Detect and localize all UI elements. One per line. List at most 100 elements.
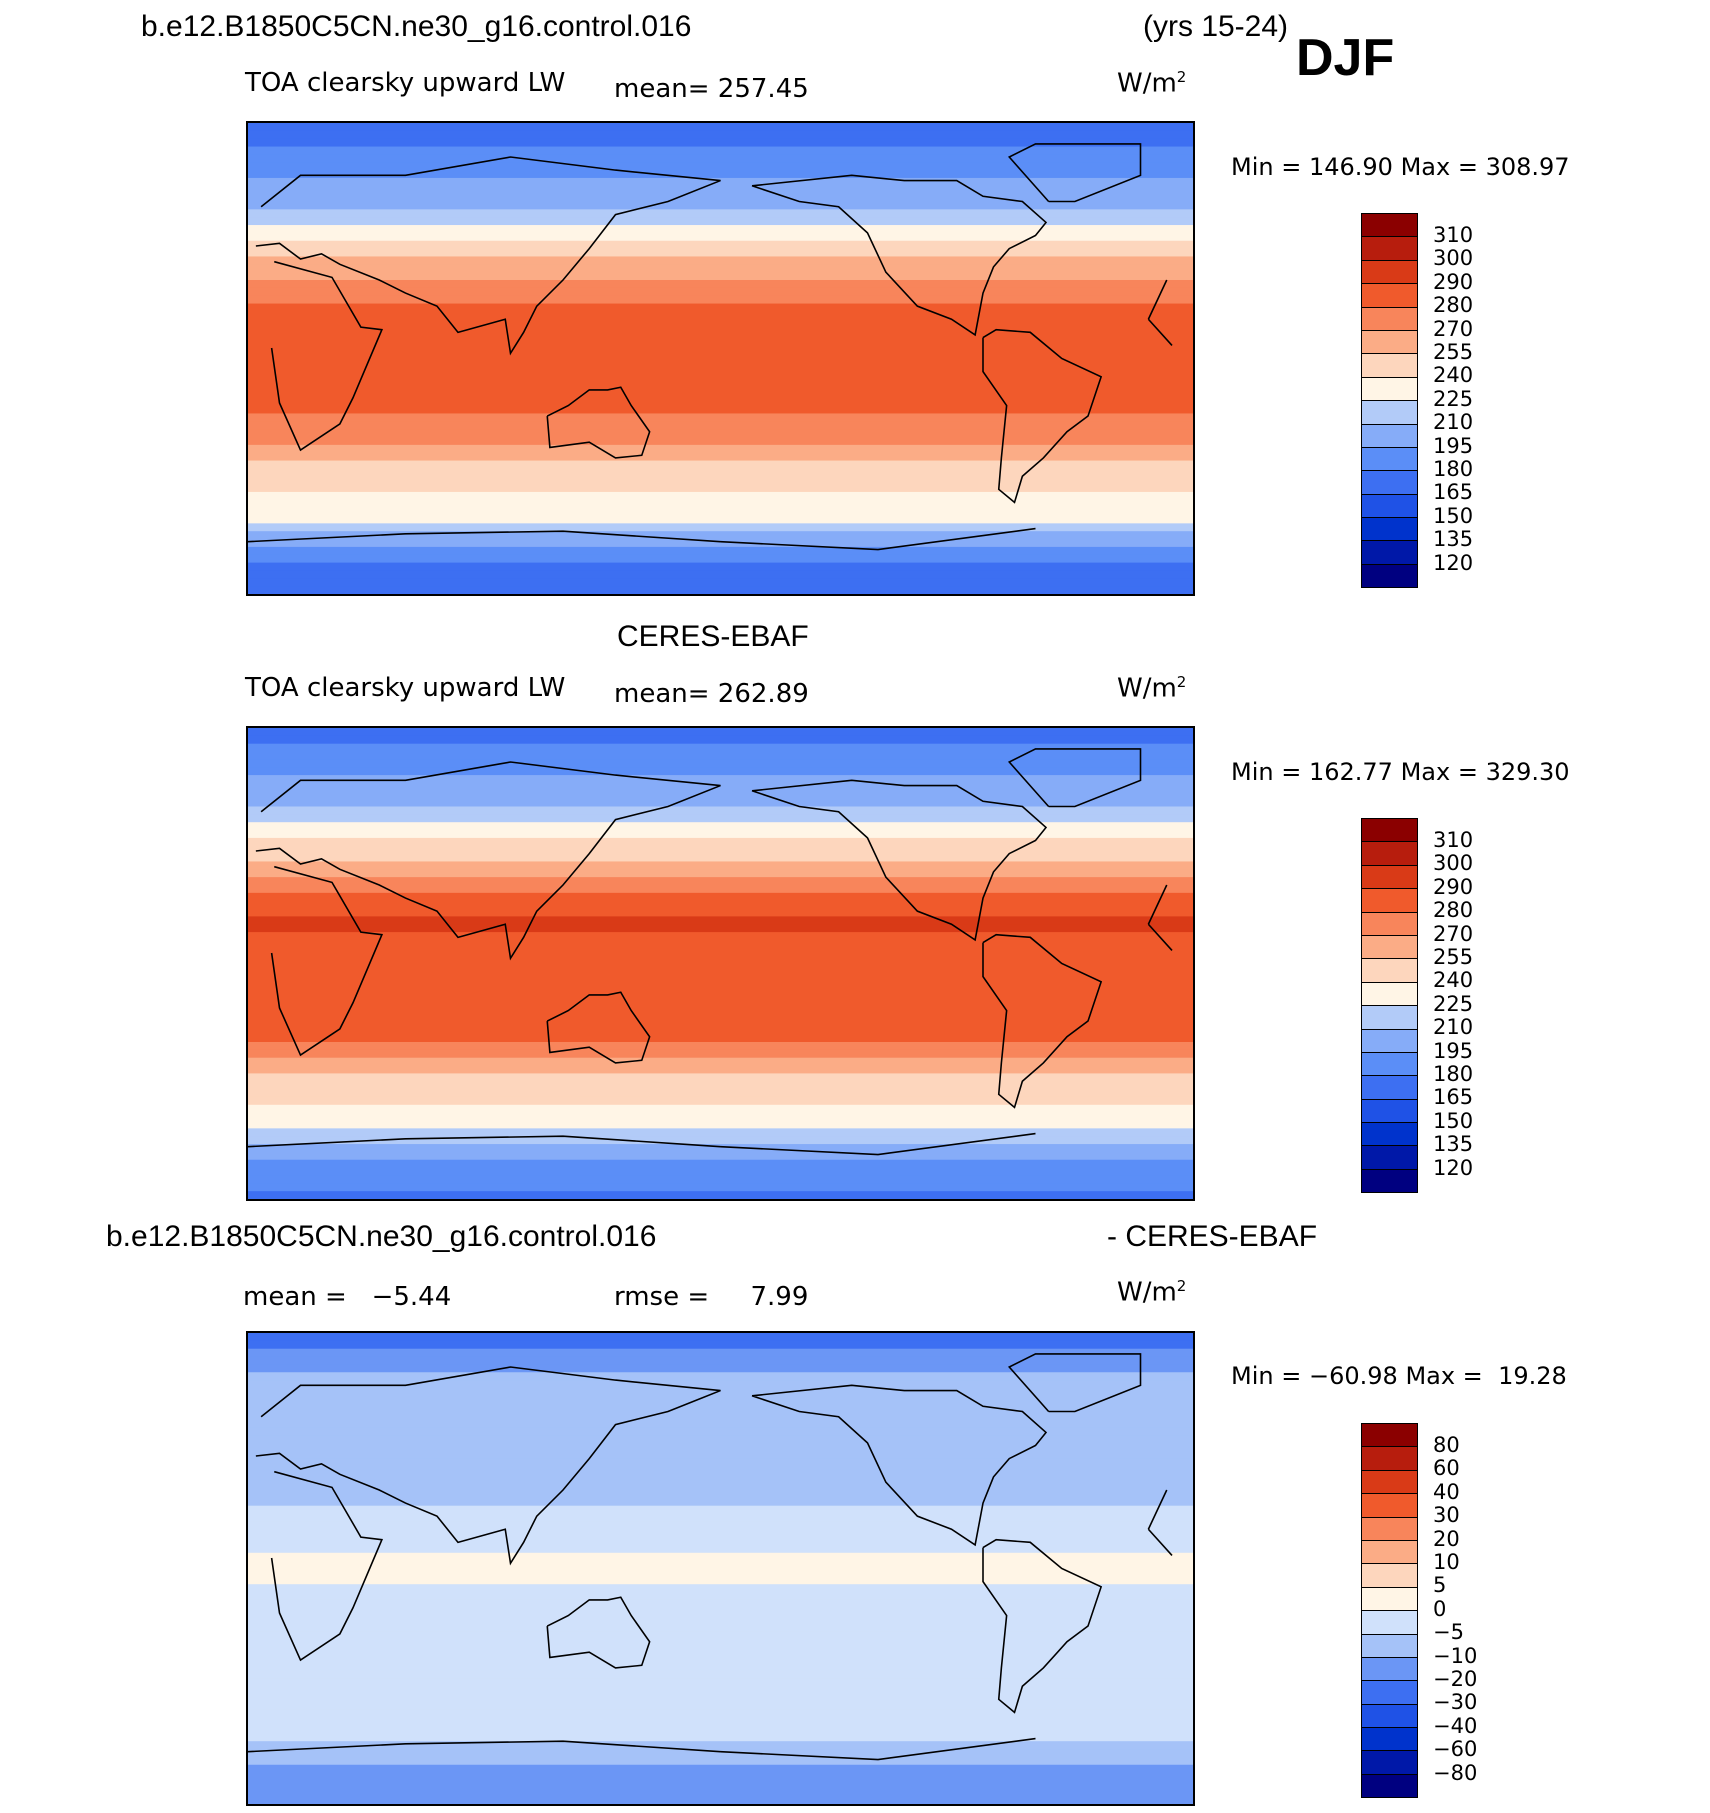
map-lat-band	[248, 1096, 1193, 1106]
colorbar-tick-label: −60	[1433, 1737, 1478, 1762]
diff-title-left: b.e12.B1850C5CN.ne30_g16.control.016	[106, 1220, 657, 1253]
map-lat-band	[248, 1191, 1193, 1199]
map-lat-band	[248, 1183, 1193, 1192]
panel3-colorbar	[1361, 1423, 1418, 1799]
map-lat-band	[248, 476, 1193, 485]
colorbar-tick-label: −30	[1433, 1690, 1478, 1715]
colorbar-tick-label: 150	[1433, 503, 1474, 528]
map-lat-band	[248, 924, 1193, 933]
map-lat-band	[248, 1435, 1193, 1444]
map-lat-band	[248, 1057, 1193, 1067]
map-lat-band	[248, 947, 1193, 957]
map-lat-band	[248, 460, 1193, 469]
map-lat-band	[248, 272, 1193, 281]
map-lat-band	[248, 1073, 1193, 1082]
map-lat-band	[248, 939, 1193, 949]
coastline	[982, 328, 1103, 504]
colorbar-swatch	[1361, 237, 1418, 261]
map-lat-band	[248, 1544, 1193, 1554]
map-lat-band	[248, 735, 1193, 745]
panel3-rmse-label: rmse =	[614, 1282, 710, 1312]
colorbar-swatch	[1361, 424, 1418, 448]
panel1-title: TOA clearsky upward LW	[245, 68, 566, 98]
panel2-mean-value: 262.89	[717, 679, 809, 709]
map-lat-band	[248, 908, 1193, 917]
colorbar-swatch	[1361, 959, 1418, 983]
colorbar-swatch	[1361, 471, 1418, 495]
coastline	[1007, 748, 1142, 808]
colorbar-tick-label: 10	[1433, 1550, 1460, 1574]
map-lat-band	[248, 1631, 1193, 1640]
colorbar-tick-label: 40	[1433, 1479, 1460, 1504]
map-lat-band	[248, 1599, 1193, 1609]
colorbar-tick-label: 20	[1433, 1526, 1460, 1551]
colorbar-swatch	[1361, 1123, 1418, 1147]
map-lat-band	[248, 1505, 1193, 1515]
map-lat-band	[248, 429, 1193, 438]
colorbar-tick-label: 180	[1433, 457, 1474, 481]
colorbar-swatch	[1361, 935, 1418, 960]
colorbar-tick-label: 165	[1433, 1085, 1474, 1110]
panel2-colorbar	[1361, 818, 1418, 1194]
colorbar-tick-label: 120	[1433, 550, 1474, 575]
map-lat-band	[248, 1670, 1193, 1679]
map-lat-band	[248, 437, 1193, 446]
colorbar-tick-label: 195	[1433, 433, 1474, 458]
map-lat-band	[248, 1741, 1193, 1750]
colorbar-swatch	[1361, 1029, 1418, 1053]
map-lat-band	[248, 562, 1193, 572]
colorbar-swatch	[1361, 1169, 1418, 1194]
map-lat-band	[248, 248, 1193, 258]
colorbar-tick-label: 210	[1433, 1015, 1474, 1040]
map-lat-band	[248, 1654, 1193, 1664]
panel1-max-label: Max =	[1400, 153, 1478, 181]
map-lat-band	[248, 1796, 1193, 1804]
map-lat-band	[248, 123, 1193, 132]
colorbar-swatch	[1361, 1611, 1418, 1635]
colorbar-swatch	[1361, 1447, 1418, 1471]
map-lat-band	[248, 484, 1193, 493]
colorbar-tick-label: 165	[1433, 480, 1474, 505]
map-lat-band	[248, 1639, 1193, 1648]
colorbar-tick-label: 240	[1433, 363, 1474, 388]
map-lat-band	[248, 1333, 1193, 1342]
map-lat-band	[248, 295, 1193, 305]
panel3-mean: mean = −5.44	[243, 1282, 451, 1312]
coastline	[255, 1366, 721, 1566]
colorbar-swatch	[1361, 1751, 1418, 1775]
map-lat-band	[248, 1701, 1193, 1711]
map-lat-band	[248, 775, 1193, 784]
years-label: (yrs 15-24)	[1143, 10, 1289, 43]
map-lat-band	[248, 264, 1193, 273]
coastline	[720, 1132, 1036, 1156]
map-lat-band	[248, 1497, 1193, 1507]
map-lat-band	[248, 342, 1193, 352]
coastline	[546, 386, 651, 459]
coastline	[1147, 318, 1173, 346]
colorbar-swatch	[1361, 1146, 1418, 1170]
map-lat-band	[248, 280, 1193, 289]
map-lat-band	[248, 1010, 1193, 1020]
colorbar-tick-label: 270	[1433, 316, 1474, 341]
colorbar-tick-label: 120	[1433, 1155, 1474, 1180]
map-lat-band	[248, 1128, 1193, 1137]
map-lat-band	[248, 1474, 1193, 1483]
panel1-mean-value: 257.45	[717, 74, 809, 104]
colorbar-swatch	[1361, 912, 1418, 936]
colorbar-swatch	[1361, 518, 1418, 542]
map-lat-band	[248, 1356, 1193, 1365]
colorbar-tick-label: 270	[1433, 921, 1474, 946]
map-lat-band	[248, 1104, 1193, 1114]
panel3-map	[246, 1331, 1195, 1806]
map-lat-band	[248, 154, 1193, 163]
map-lat-band	[248, 1340, 1193, 1350]
coastline	[720, 527, 1036, 551]
coastline	[546, 991, 651, 1064]
colorbar-swatch	[1361, 213, 1418, 238]
colorbar-tick-label: 290	[1433, 269, 1474, 294]
panel1-min-value: 146.90	[1308, 153, 1393, 181]
map-lat-band	[248, 546, 1193, 556]
map-lat-band	[248, 861, 1193, 870]
panel1-max-value: 308.97	[1485, 153, 1570, 181]
map-lat-band	[248, 225, 1193, 234]
